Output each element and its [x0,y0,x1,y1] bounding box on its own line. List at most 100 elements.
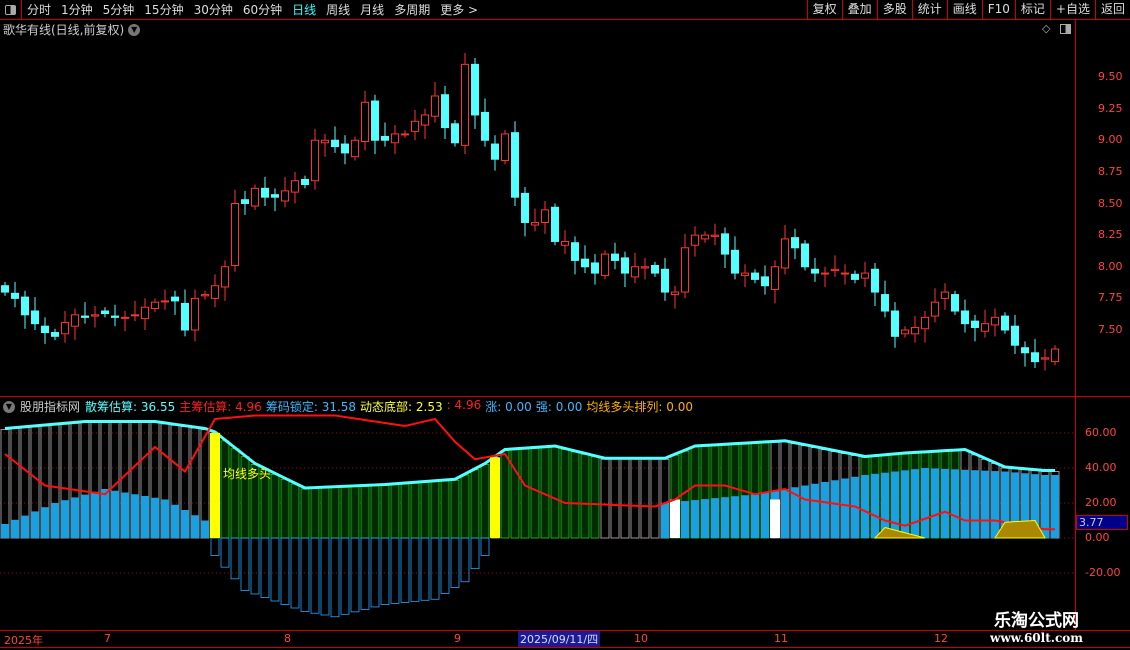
indicator-name[interactable]: 股朋指标网 [20,400,81,414]
period-tab[interactable]: 日线 [292,3,317,17]
candle-body [121,316,129,319]
yellow-signal-bar [490,457,500,538]
field-value: 0.00 [551,400,583,414]
field-value: 0.00 [501,400,532,414]
panel-toggle-icon[interactable] [1060,24,1071,34]
chip-bar [570,451,580,539]
period-tab[interactable]: 分时 [27,3,52,17]
candle-body [631,266,639,278]
field-label: 散筹估算: [85,400,138,414]
diamond-icon[interactable]: ◇ [1042,22,1051,35]
chip-bar [270,473,280,539]
field-label: 动态底部: [360,400,413,414]
date-label: 7 [104,632,111,645]
candle-body [401,133,409,136]
candle-body [361,101,369,143]
tool-button[interactable]: 叠加 [841,0,877,20]
sidebar-toggle-icon[interactable] [0,0,22,20]
blue-bar [861,475,869,538]
candle-body [781,238,789,269]
blue-bar [871,473,879,538]
blue-bar [151,497,159,538]
period-tab[interactable]: 30分钟 [193,3,233,17]
tool-button[interactable]: F10 [981,0,1015,20]
time-axis-top [0,630,1130,631]
candle-body [521,192,529,223]
chip-bar [590,456,600,539]
tool-button[interactable]: 画线 [946,0,982,20]
candle-body [591,262,599,274]
period-tab[interactable]: 5分钟 [102,3,135,17]
candle-body [581,258,589,268]
blue-bar [121,492,129,538]
candle-body [291,180,299,193]
chip-bar [610,458,620,539]
tool-button[interactable]: +自选 [1049,0,1095,20]
y-tick-label: 40.00 [1085,461,1117,474]
blue-bar [310,537,320,614]
candle-body [851,273,859,280]
period-tab[interactable]: 更多 > [440,3,479,17]
blue-bar [801,485,809,538]
candle-body [801,243,809,268]
indicator-field: 均线多头排列: 0.00 [586,398,693,415]
chevron-down-icon[interactable]: ▼ [128,23,141,36]
blue-bar [220,537,230,568]
blue-bar [1041,475,1049,538]
candle-body [191,297,199,331]
blue-bar [951,469,959,538]
candle-body [371,100,379,141]
candle-body [611,253,619,261]
candle-body [81,315,89,318]
date-label: 12 [934,632,948,645]
chip-bar [330,487,340,539]
period-tab[interactable]: 60分钟 [242,3,283,17]
y-tick-label: 0.00 [1085,531,1110,544]
candle-body [731,249,739,274]
candle-body [641,266,649,269]
blue-bar [1021,473,1029,538]
blue-bar [21,515,29,538]
chip-bar [440,480,450,539]
candle-body [341,143,349,154]
chart-canvas[interactable]: 均线多头 [0,0,1075,630]
blue-bar [230,537,240,580]
period-tab[interactable]: 周线 [326,3,351,17]
candle-body [111,315,119,318]
blue-bar [711,498,719,538]
chip-bar [550,446,560,539]
candle-body [261,187,269,198]
y-tick-label: 9.50 [1098,70,1123,83]
candle-body [101,310,109,315]
candle-body [961,310,969,325]
tool-button[interactable]: 复权 [806,0,842,20]
tool-button[interactable]: 统计 [911,0,947,20]
y-tick-label: 8.75 [1098,164,1123,178]
period-tab[interactable]: 多周期 [394,3,431,17]
tool-button[interactable]: 返回 [1094,0,1130,20]
candle-body [171,296,179,302]
candle-body [181,302,189,331]
candle-body [281,190,289,202]
candle-body [891,310,899,337]
chip-bar [320,487,330,539]
candle-body [71,314,79,327]
chevron-down-icon[interactable]: ▼ [3,400,15,413]
candle-body [931,301,939,317]
candle-body [681,247,689,293]
period-tab[interactable]: 1分钟 [61,3,93,17]
blue-bar [210,537,220,556]
blue-bar [41,507,49,538]
blue-bar [31,511,39,538]
chip-bar [230,448,240,539]
tool-button[interactable]: 标记 [1014,0,1050,20]
period-tab[interactable]: 月线 [360,3,385,17]
period-tab[interactable]: 15分钟 [144,3,184,17]
y-tick-label: -20.00 [1085,566,1121,579]
candle-body [901,329,909,335]
candle-body [841,272,849,275]
tool-button[interactable]: 多股 [876,0,912,20]
candle-body [991,316,999,326]
blue-bar [741,495,749,538]
candle-body [601,253,609,277]
